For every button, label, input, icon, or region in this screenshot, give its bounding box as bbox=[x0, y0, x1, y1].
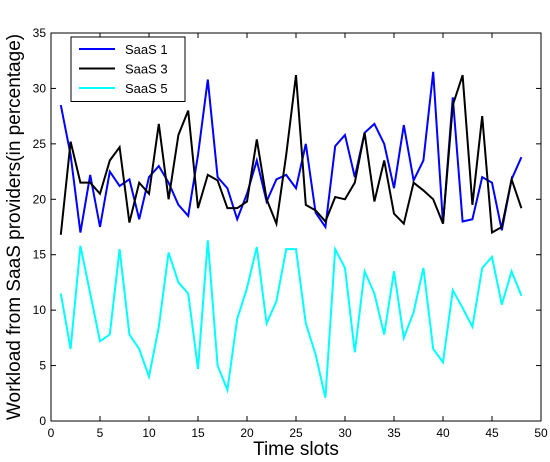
x-tick-label: 50 bbox=[534, 426, 548, 440]
x-tick-label: 20 bbox=[240, 426, 254, 440]
x-tick-label: 35 bbox=[387, 426, 401, 440]
x-tick-label: 25 bbox=[289, 426, 303, 440]
y-tick-label: 35 bbox=[33, 26, 47, 40]
x-tick-label: 30 bbox=[338, 426, 352, 440]
x-tick-label: 5 bbox=[97, 426, 104, 440]
x-tick-label: 0 bbox=[48, 426, 55, 440]
y-tick-label: 0 bbox=[39, 414, 46, 428]
legend: SaaS 1 SaaS 3 SaaS 5 bbox=[70, 36, 186, 102]
series-line-saas-5 bbox=[59, 240, 523, 398]
x-tick-label: 45 bbox=[485, 426, 499, 440]
legend-label-saas-1: SaaS 1 bbox=[125, 42, 168, 57]
legend-label-saas-3: SaaS 3 bbox=[125, 62, 168, 77]
y-tick-label: 5 bbox=[39, 359, 46, 373]
y-tick-label: 25 bbox=[33, 137, 47, 151]
y-axis-title: Workload from SaaS providers(in percenta… bbox=[4, 34, 25, 420]
legend-label-saas-5: SaaS 5 bbox=[125, 81, 168, 96]
y-tick-label: 20 bbox=[33, 192, 47, 206]
x-tick-label: 10 bbox=[142, 426, 156, 440]
y-tick-label: 30 bbox=[33, 81, 47, 95]
series-line-saas-3 bbox=[59, 74, 523, 235]
y-tick-label: 10 bbox=[33, 303, 47, 317]
x-tick-label: 40 bbox=[436, 426, 450, 440]
x-axis-title: Time slots bbox=[253, 439, 339, 460]
axis-ticks: 0 5 10 15 20 25 30 35 40 45 50 0 5 10 15 20 25 30 35 bbox=[33, 26, 548, 440]
y-tick-label: 15 bbox=[33, 248, 47, 262]
series-lines bbox=[59, 71, 523, 398]
x-tick-label: 15 bbox=[191, 426, 205, 440]
